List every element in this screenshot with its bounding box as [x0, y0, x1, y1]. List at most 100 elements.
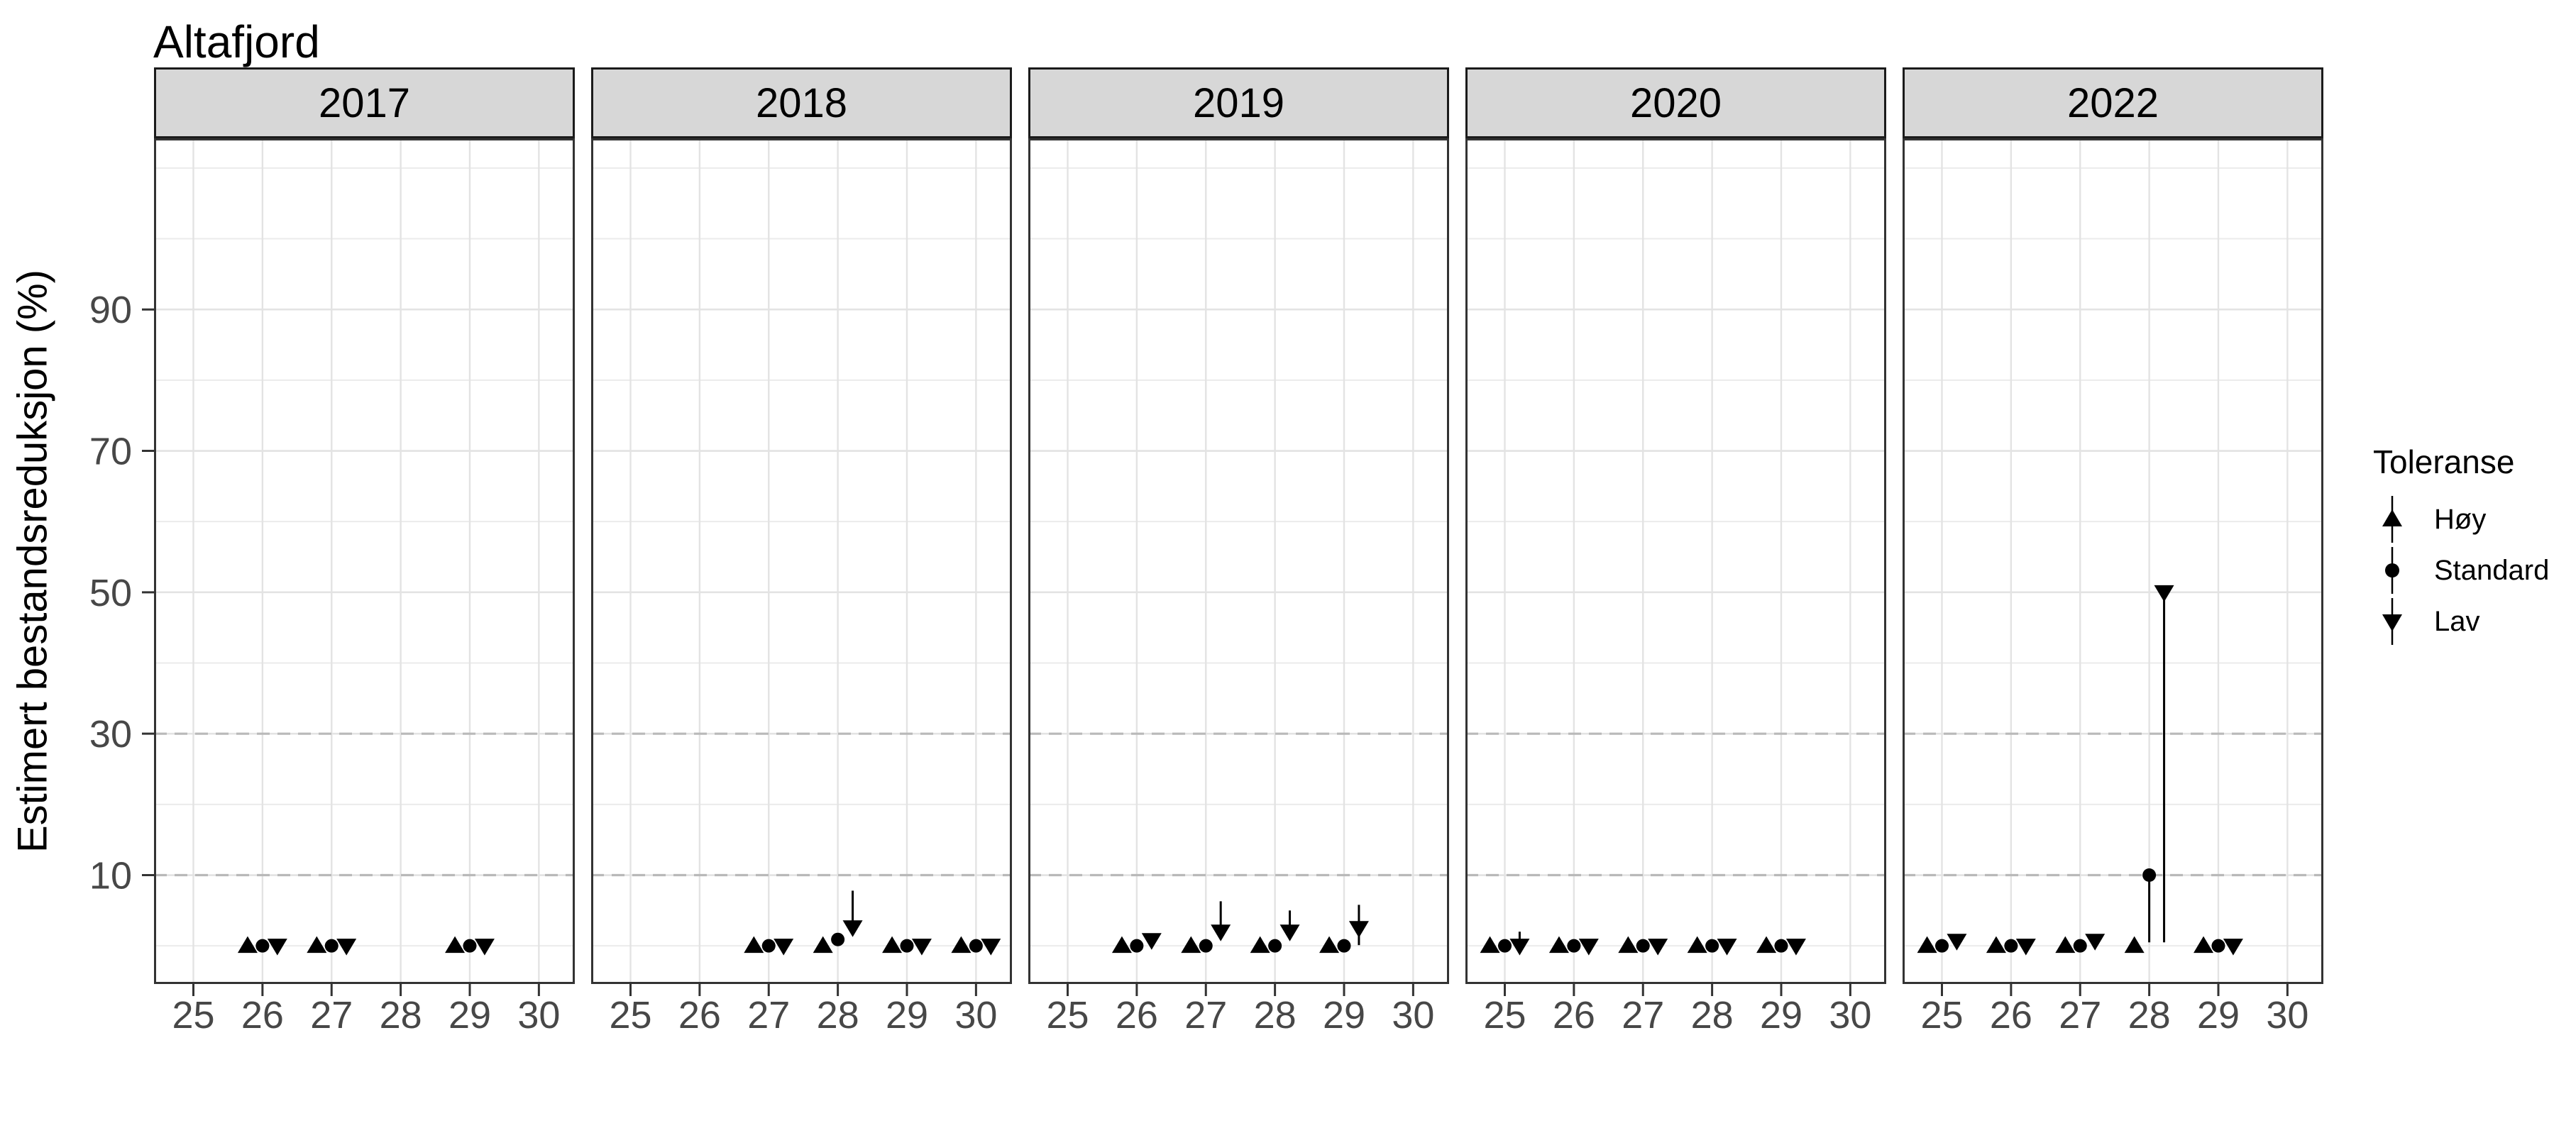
- marker-standard: [969, 939, 983, 953]
- marker-lav: [1785, 939, 1806, 956]
- marker-lav: [2015, 939, 2036, 956]
- data-points: [744, 890, 1001, 956]
- legend-item-label: Standard: [2434, 554, 2550, 586]
- marker-lav: [1279, 924, 1300, 941]
- y-tick-label: 50: [89, 572, 132, 614]
- marker-standard: [1705, 939, 1719, 953]
- marker-standard: [2211, 939, 2225, 953]
- facet-strip-2018: 2018: [591, 67, 1012, 138]
- facet-panel-2022: 25 26 27 28 29 30: [1903, 138, 2323, 1037]
- marker-lav: [1211, 924, 1231, 941]
- marker-standard: [1130, 939, 1144, 953]
- marker-standard: [2004, 939, 2018, 953]
- legend-title: Toleranse: [2373, 443, 2515, 480]
- x-tick-label: 28: [817, 994, 859, 1037]
- marker-hoy: [1756, 936, 1777, 954]
- triangle-down-icon: [2382, 598, 2402, 645]
- x-tick-label: 30: [2266, 994, 2308, 1037]
- gridlines: [591, 138, 1012, 984]
- x-tick-label: 28: [380, 994, 422, 1037]
- marker-hoy: [1480, 936, 1500, 954]
- marker-hoy: [1111, 936, 1132, 954]
- marker-lav: [981, 939, 1001, 956]
- x-tick-label: 25: [1483, 994, 1526, 1037]
- marker-standard: [1498, 939, 1512, 953]
- page-title: Altafjord: [153, 16, 320, 67]
- marker-standard: [1337, 939, 1351, 953]
- marker-hoy: [1548, 936, 1569, 954]
- legend-item-label: Høy: [2434, 503, 2487, 535]
- facet-panel-2020: 25 26 27 28 29 30: [1465, 138, 1886, 1037]
- x-tick-label: 30: [1392, 994, 1434, 1037]
- marker-hoy: [744, 936, 764, 954]
- facet-panel-2017: 25 26 27 28 29 30: [154, 138, 575, 1037]
- marker-standard: [255, 939, 270, 953]
- x-tick-label: 29: [1760, 994, 1802, 1037]
- marker-hoy: [445, 936, 466, 954]
- marker-lav: [1947, 934, 1967, 951]
- marker-standard: [463, 939, 477, 953]
- x-tick-label: 27: [747, 994, 790, 1037]
- y-tick-label: 90: [89, 289, 132, 331]
- x-tick-label: 29: [2197, 994, 2240, 1037]
- y-axis: 90 70 50 30 10: [89, 289, 154, 897]
- facet-strip-2017: 2017: [154, 67, 575, 138]
- x-tick-label: 30: [954, 994, 997, 1037]
- x-tick-label: 26: [1116, 994, 1158, 1037]
- x-tick-label: 26: [1553, 994, 1595, 1037]
- marker-hoy: [2055, 936, 2076, 954]
- x-tick-label: 25: [1046, 994, 1089, 1037]
- y-tick-label: 10: [89, 855, 132, 897]
- marker-hoy: [1986, 936, 2006, 954]
- marker-hoy: [1618, 936, 1639, 954]
- x-tick-label: 27: [1622, 994, 1664, 1037]
- x-tick-label: 29: [448, 994, 491, 1037]
- legend-item-lav: Lav: [2369, 596, 2576, 647]
- marker-lav: [2085, 934, 2106, 951]
- gridlines: [1465, 138, 1886, 984]
- x-tick-label: 25: [172, 994, 214, 1037]
- x-tick-label: 27: [2059, 994, 2101, 1037]
- marker-lav: [336, 939, 357, 956]
- x-tick-label: 25: [1920, 994, 1963, 1037]
- marker-lav: [1348, 921, 1369, 938]
- marker-hoy: [1687, 936, 1707, 954]
- marker-standard: [831, 932, 845, 946]
- facet-strip-2022: 2022: [1903, 67, 2323, 138]
- marker-hoy: [2124, 936, 2145, 954]
- x-axis: 25 26 27 28 29 30: [172, 984, 560, 1037]
- marker-standard: [1567, 939, 1581, 953]
- marker-hoy: [2194, 936, 2214, 954]
- x-tick-label: 25: [609, 994, 651, 1037]
- x-tick-label: 30: [1829, 994, 1871, 1037]
- marker-standard: [2142, 868, 2157, 883]
- facet-panel-2019: 25 26 27 28 29 30: [1028, 138, 1449, 1037]
- x-tick-label: 28: [1254, 994, 1297, 1037]
- marker-hoy: [1319, 936, 1340, 954]
- x-tick-label: 30: [517, 994, 560, 1037]
- marker-lav: [1141, 933, 1162, 950]
- facet-strip-2020: 2020: [1465, 67, 1886, 138]
- marker-standard: [324, 939, 338, 953]
- legend-item-hoy: Høy: [2369, 494, 2576, 545]
- data-points: [237, 936, 495, 956]
- triangle-up-icon: [2382, 496, 2402, 543]
- x-tick-label: 27: [310, 994, 353, 1037]
- facet-strip-2019: 2019: [1028, 67, 1449, 138]
- x-tick-label: 29: [1323, 994, 1365, 1037]
- legend-item-label: Lav: [2434, 605, 2480, 637]
- data-points: [1480, 932, 1806, 956]
- x-tick-label: 26: [1990, 994, 2032, 1037]
- x-tick-label: 29: [886, 994, 928, 1037]
- marker-standard: [900, 939, 914, 953]
- marker-hoy: [813, 936, 833, 954]
- marker-lav: [774, 939, 794, 956]
- marker-hoy: [307, 936, 327, 954]
- x-tick-label: 27: [1184, 994, 1227, 1037]
- marker-lav: [1509, 939, 1530, 956]
- marker-lav: [267, 939, 287, 956]
- marker-standard: [1935, 939, 1949, 953]
- marker-lav: [2154, 585, 2174, 602]
- x-tick-label: 28: [1691, 994, 1734, 1037]
